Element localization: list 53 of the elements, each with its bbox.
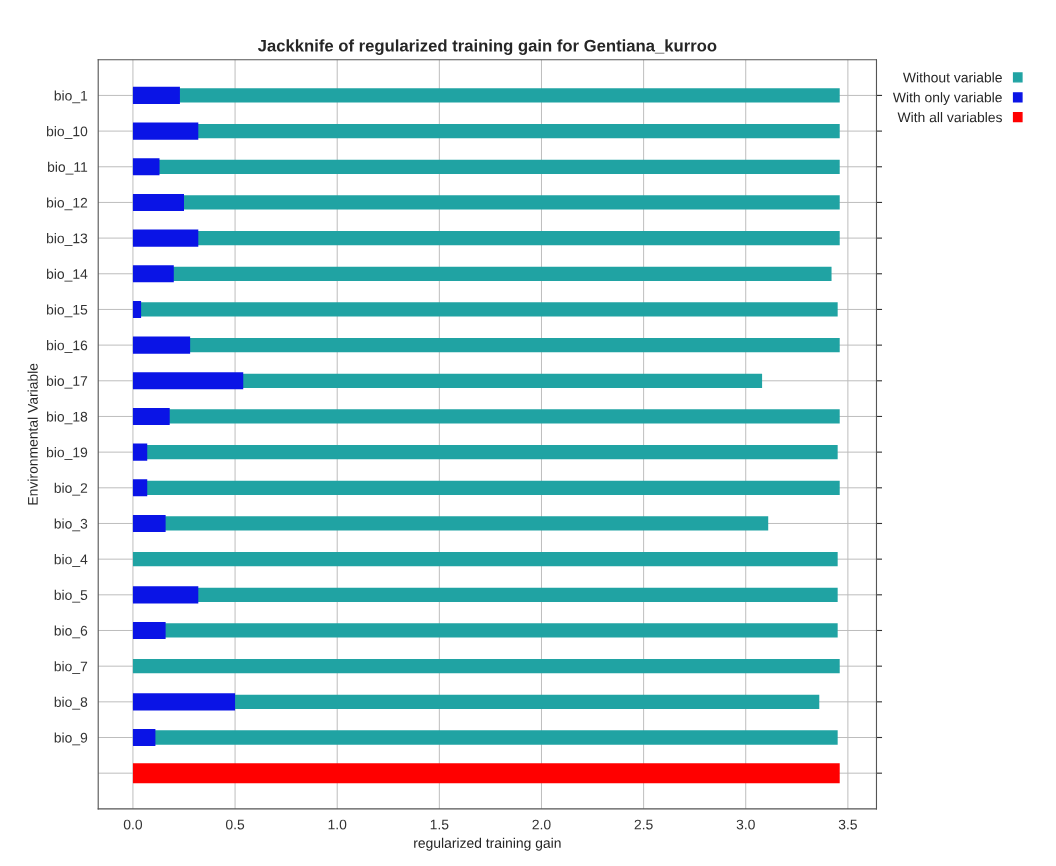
bar — [132, 158, 160, 176]
y-tick-label: bio_4 — [54, 554, 88, 567]
y-tick-label: bio_12 — [46, 197, 88, 211]
bar — [132, 86, 180, 104]
chart-title: Jackknife of regularized training gain for Gentiana_kurroo — [257, 39, 717, 55]
bar — [132, 763, 840, 784]
x-tick-label: 0.0 — [123, 819, 143, 830]
bar — [132, 300, 142, 319]
bar — [132, 372, 244, 390]
x-axis-title: regularized training gain — [414, 837, 561, 851]
y-tick-label: bio_14 — [46, 268, 88, 282]
x-tick-label: 3.0 — [736, 819, 755, 830]
bar — [132, 122, 199, 140]
bar — [132, 265, 174, 283]
y-tick-label: bio_16 — [46, 340, 88, 353]
y-tick-label: bio_6 — [54, 625, 88, 639]
bar — [132, 514, 166, 533]
y-tick-label: bio_7 — [54, 661, 88, 674]
legend-label: Without variable — [902, 72, 1002, 83]
bar — [132, 621, 166, 640]
legend-label: With all variables — [897, 112, 1002, 123]
bar — [132, 693, 236, 711]
bar — [132, 193, 184, 211]
y-tick-label: bio_18 — [46, 411, 88, 425]
y-tick-label: bio_13 — [46, 233, 88, 246]
y-tick-label: bio_11 — [48, 161, 88, 175]
y-tick-label: bio_2 — [54, 482, 88, 496]
bar — [132, 728, 156, 747]
bar — [132, 586, 199, 604]
x-tick-label: 2.5 — [634, 819, 653, 830]
bar — [132, 443, 148, 461]
bar — [132, 407, 170, 426]
y-tick-label: bio_19 — [46, 447, 88, 460]
y-tick-label: bio_1 — [54, 90, 88, 104]
x-tick-label: 2.0 — [532, 819, 551, 830]
y-tick-label: bio_15 — [46, 304, 88, 318]
y-tick-label: bio_8 — [54, 696, 88, 710]
x-tick-label: 1.5 — [430, 819, 449, 830]
y-tick-label: bio_10 — [46, 126, 88, 139]
bar — [132, 229, 199, 247]
bar — [132, 659, 840, 674]
y-tick-label: bio_17 — [46, 375, 88, 389]
x-tick-label: 3.5 — [838, 819, 857, 830]
y-tick-label: bio_9 — [54, 732, 88, 746]
bar — [132, 552, 838, 567]
y-axis-title: Environmental Variable — [27, 363, 38, 505]
y-tick-label: bio_5 — [54, 589, 88, 603]
y-tick-label: bio_3 — [54, 518, 88, 532]
x-tick-label: 0.5 — [225, 819, 245, 830]
bar — [132, 479, 148, 497]
x-tick-label: 1.0 — [328, 819, 347, 830]
bar — [132, 336, 191, 354]
legend-label: With only variable — [892, 92, 1002, 106]
